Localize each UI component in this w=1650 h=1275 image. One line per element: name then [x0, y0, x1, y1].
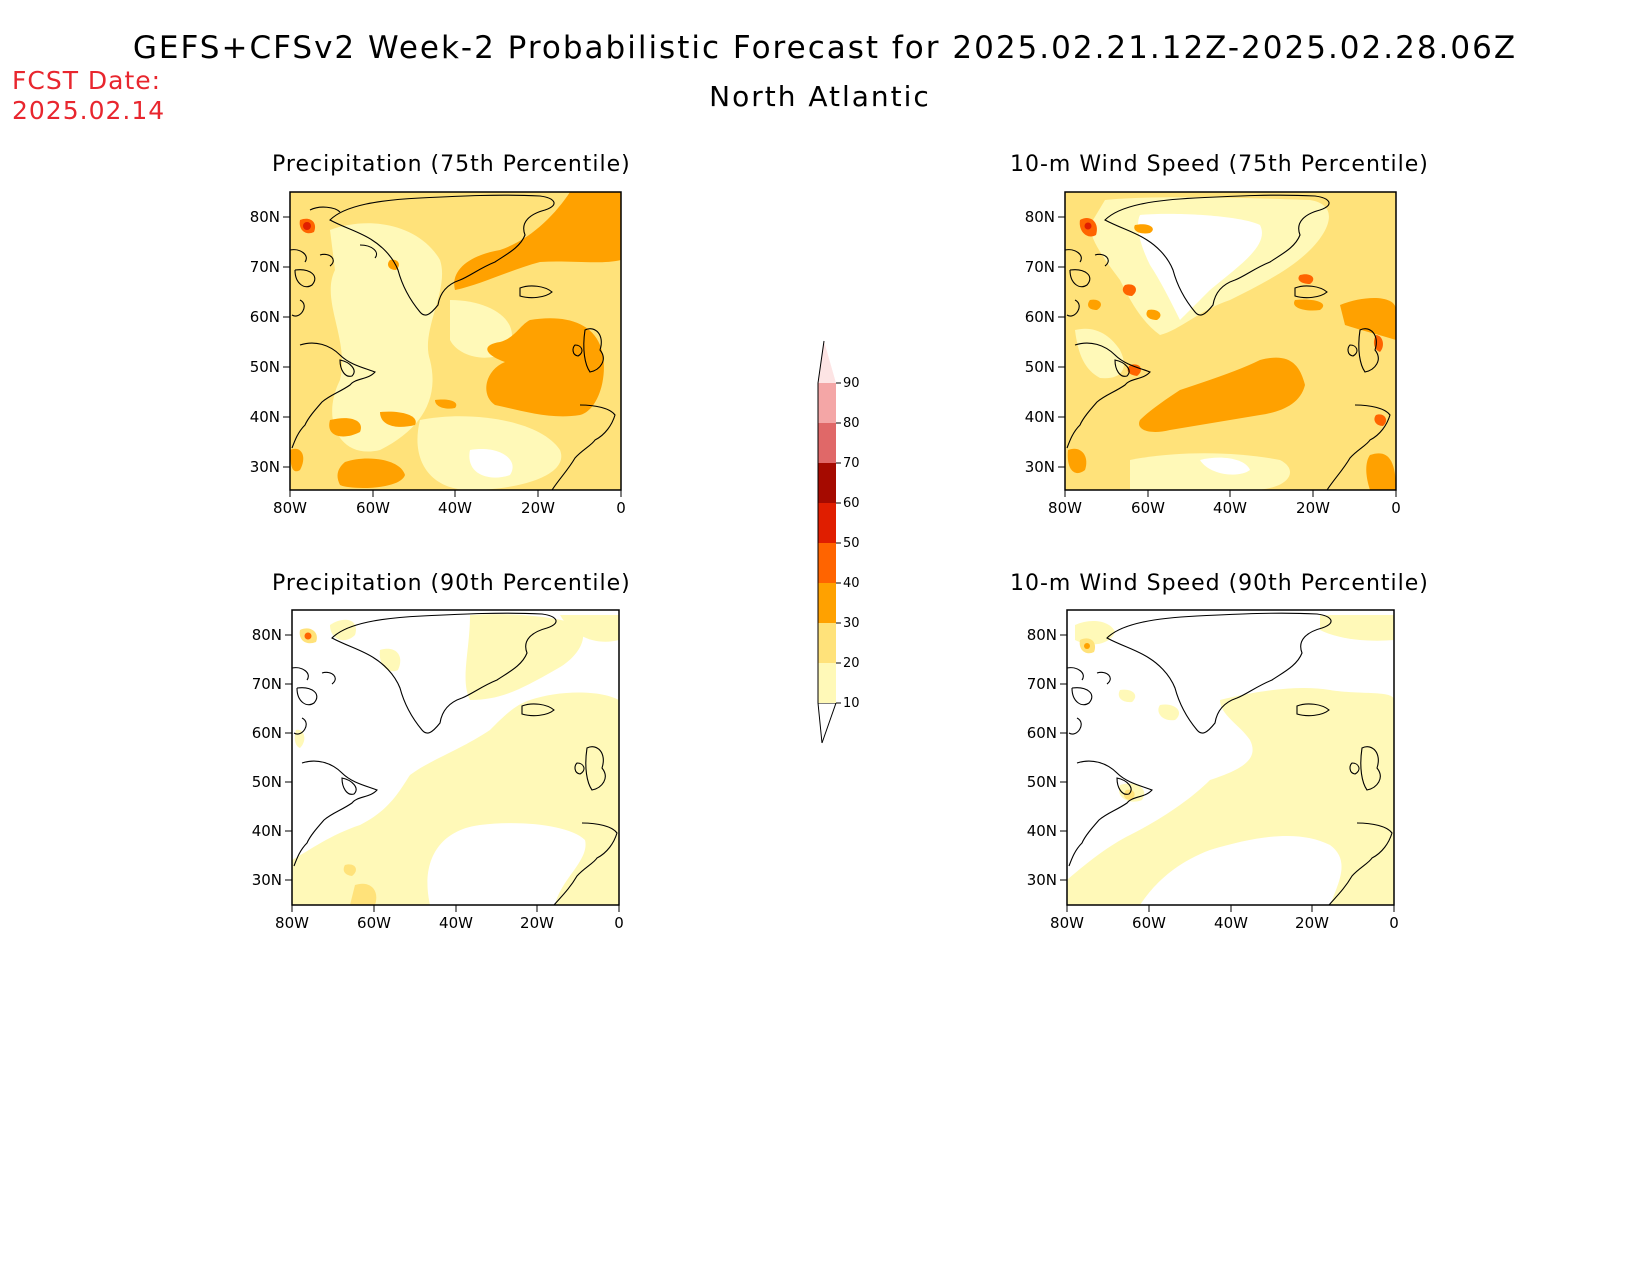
chart-title: GEFS+CFSv2 Week-2 Probabilistic Forecast…: [132, 30, 1518, 66]
lat-label: 70N: [1025, 258, 1055, 276]
lat-label: 50N: [1025, 358, 1055, 376]
map-wind-75-fill: [1065, 192, 1396, 490]
lat-label: 70N: [250, 258, 280, 276]
map-precip-90: 80N 70N 60N 50N 40N 30N 80W 60W 40W 20W …: [252, 609, 624, 932]
map-precip-90-fill: [292, 610, 619, 905]
colorbar-swatch: [818, 383, 836, 423]
map-wind-90-coastlines: [1067, 612, 1393, 905]
lat-label: 80N: [1025, 208, 1055, 226]
forecast-date-value: 2025.02.14: [12, 96, 166, 125]
lat-label: 80N: [250, 208, 280, 226]
lat-label: 40N: [1027, 822, 1057, 840]
map-wind-90: 80N 70N 60N 50N 40N 30N 80W 60W 40W 20W …: [1027, 609, 1399, 932]
lon-label: 0: [1389, 914, 1399, 932]
lat-label: 60N: [1027, 724, 1057, 742]
lon-label: 0: [1391, 499, 1401, 517]
map-precip-75-coastlines: [290, 194, 616, 490]
lon-label: 0: [614, 914, 624, 932]
lon-label: 20W: [1296, 499, 1330, 517]
map-precip-75-ticks: 80N 70N 60N 50N 40N 30N 80W 60W 40W 20W …: [250, 208, 626, 517]
lat-label: 30N: [252, 871, 282, 889]
lat-label: 40N: [250, 408, 280, 426]
lat-label: 50N: [252, 773, 282, 791]
colorbar-swatch: [818, 583, 836, 623]
forecast-date: FCST Date: 2025.02.14: [12, 66, 165, 126]
lon-label: 40W: [1214, 914, 1248, 932]
lat-label: 40N: [252, 822, 282, 840]
lon-label: 40W: [439, 914, 473, 932]
map-wind-75: 80N 70N 60N 50N 40N 30N 80W 60W 40W 20W …: [1025, 191, 1401, 517]
lat-label: 30N: [1027, 871, 1057, 889]
lon-label: 20W: [521, 499, 555, 517]
panel-title-precip-90: Precipitation (90th Percentile): [272, 571, 631, 596]
colorbar-label: 10: [843, 696, 860, 711]
map-precip-75-fill: [290, 192, 621, 490]
lon-label: 80W: [273, 499, 307, 517]
lat-label: 80N: [252, 626, 282, 644]
lat-label: 30N: [1025, 458, 1055, 476]
lon-label: 80W: [275, 914, 309, 932]
map-precip-90-ticks: 80N 70N 60N 50N 40N 30N 80W 60W 40W 20W …: [252, 626, 624, 932]
colorbar-label: 20: [843, 656, 860, 671]
lat-label: 50N: [250, 358, 280, 376]
region-subtitle: North Atlantic: [709, 80, 931, 113]
colorbar-swatch: [818, 663, 836, 703]
lat-label: 40N: [1025, 408, 1055, 426]
colorbar-swatch: [818, 543, 836, 583]
panel-title-wind-90: 10-m Wind Speed (90th Percentile): [1010, 571, 1429, 596]
lat-label: 30N: [250, 458, 280, 476]
map-precip-75: 80N 70N 60N 50N 40N 30N 80W 60W 40W 20W …: [250, 191, 626, 517]
lat-label: 50N: [1027, 773, 1057, 791]
colorbar-edge: [817, 340, 825, 744]
lon-label: 40W: [1213, 499, 1247, 517]
lon-label: 80W: [1048, 499, 1082, 517]
lon-label: 40W: [438, 499, 472, 517]
lat-label: 60N: [250, 308, 280, 326]
lat-label: 60N: [252, 724, 282, 742]
colorbar-label: 60: [843, 496, 860, 511]
lat-label: 70N: [252, 675, 282, 693]
colorbar-swatch: [818, 423, 836, 463]
lon-label: 20W: [520, 914, 554, 932]
lon-label: 60W: [1131, 499, 1165, 517]
colorbar-label: 70: [843, 456, 860, 471]
lon-label: 20W: [1295, 914, 1329, 932]
map-wind-90-ticks: 80N 70N 60N 50N 40N 30N 80W 60W 40W 20W …: [1027, 626, 1399, 932]
colorbar-swatch: [818, 463, 836, 503]
lon-label: 60W: [356, 499, 390, 517]
map-precip-90-coastlines: [292, 612, 618, 905]
lon-label: 60W: [357, 914, 391, 932]
map-wind-90-fill: [1067, 610, 1394, 905]
colorbar-label: 30: [843, 616, 860, 631]
colorbar-lower-extension: [818, 702, 837, 744]
colorbar-label: 40: [843, 576, 860, 591]
lon-label: 60W: [1132, 914, 1166, 932]
colorbar: 10 20 30 40 50 60 70 80 90: [817, 340, 860, 744]
map-wind-75-ticks: 80N 70N 60N 50N 40N 30N 80W 60W 40W 20W …: [1025, 208, 1401, 517]
panel-title-precip-75: Precipitation (75th Percentile): [272, 152, 631, 177]
forecast-date-label: FCST Date:: [12, 66, 162, 95]
lat-label: 70N: [1027, 675, 1057, 693]
colorbar-swatch: [818, 503, 836, 543]
colorbar-label: 90: [843, 376, 860, 391]
colorbar-label: 50: [843, 536, 860, 551]
lat-label: 80N: [1027, 626, 1057, 644]
map-wind-75-coastlines: [1065, 194, 1391, 490]
colorbar-label: 80: [843, 416, 860, 431]
lat-label: 60N: [1025, 308, 1055, 326]
lon-label: 0: [616, 499, 626, 517]
colorbar-swatch: [818, 623, 836, 663]
lon-label: 80W: [1050, 914, 1084, 932]
panel-title-wind-75: 10-m Wind Speed (75th Percentile): [1010, 152, 1429, 177]
